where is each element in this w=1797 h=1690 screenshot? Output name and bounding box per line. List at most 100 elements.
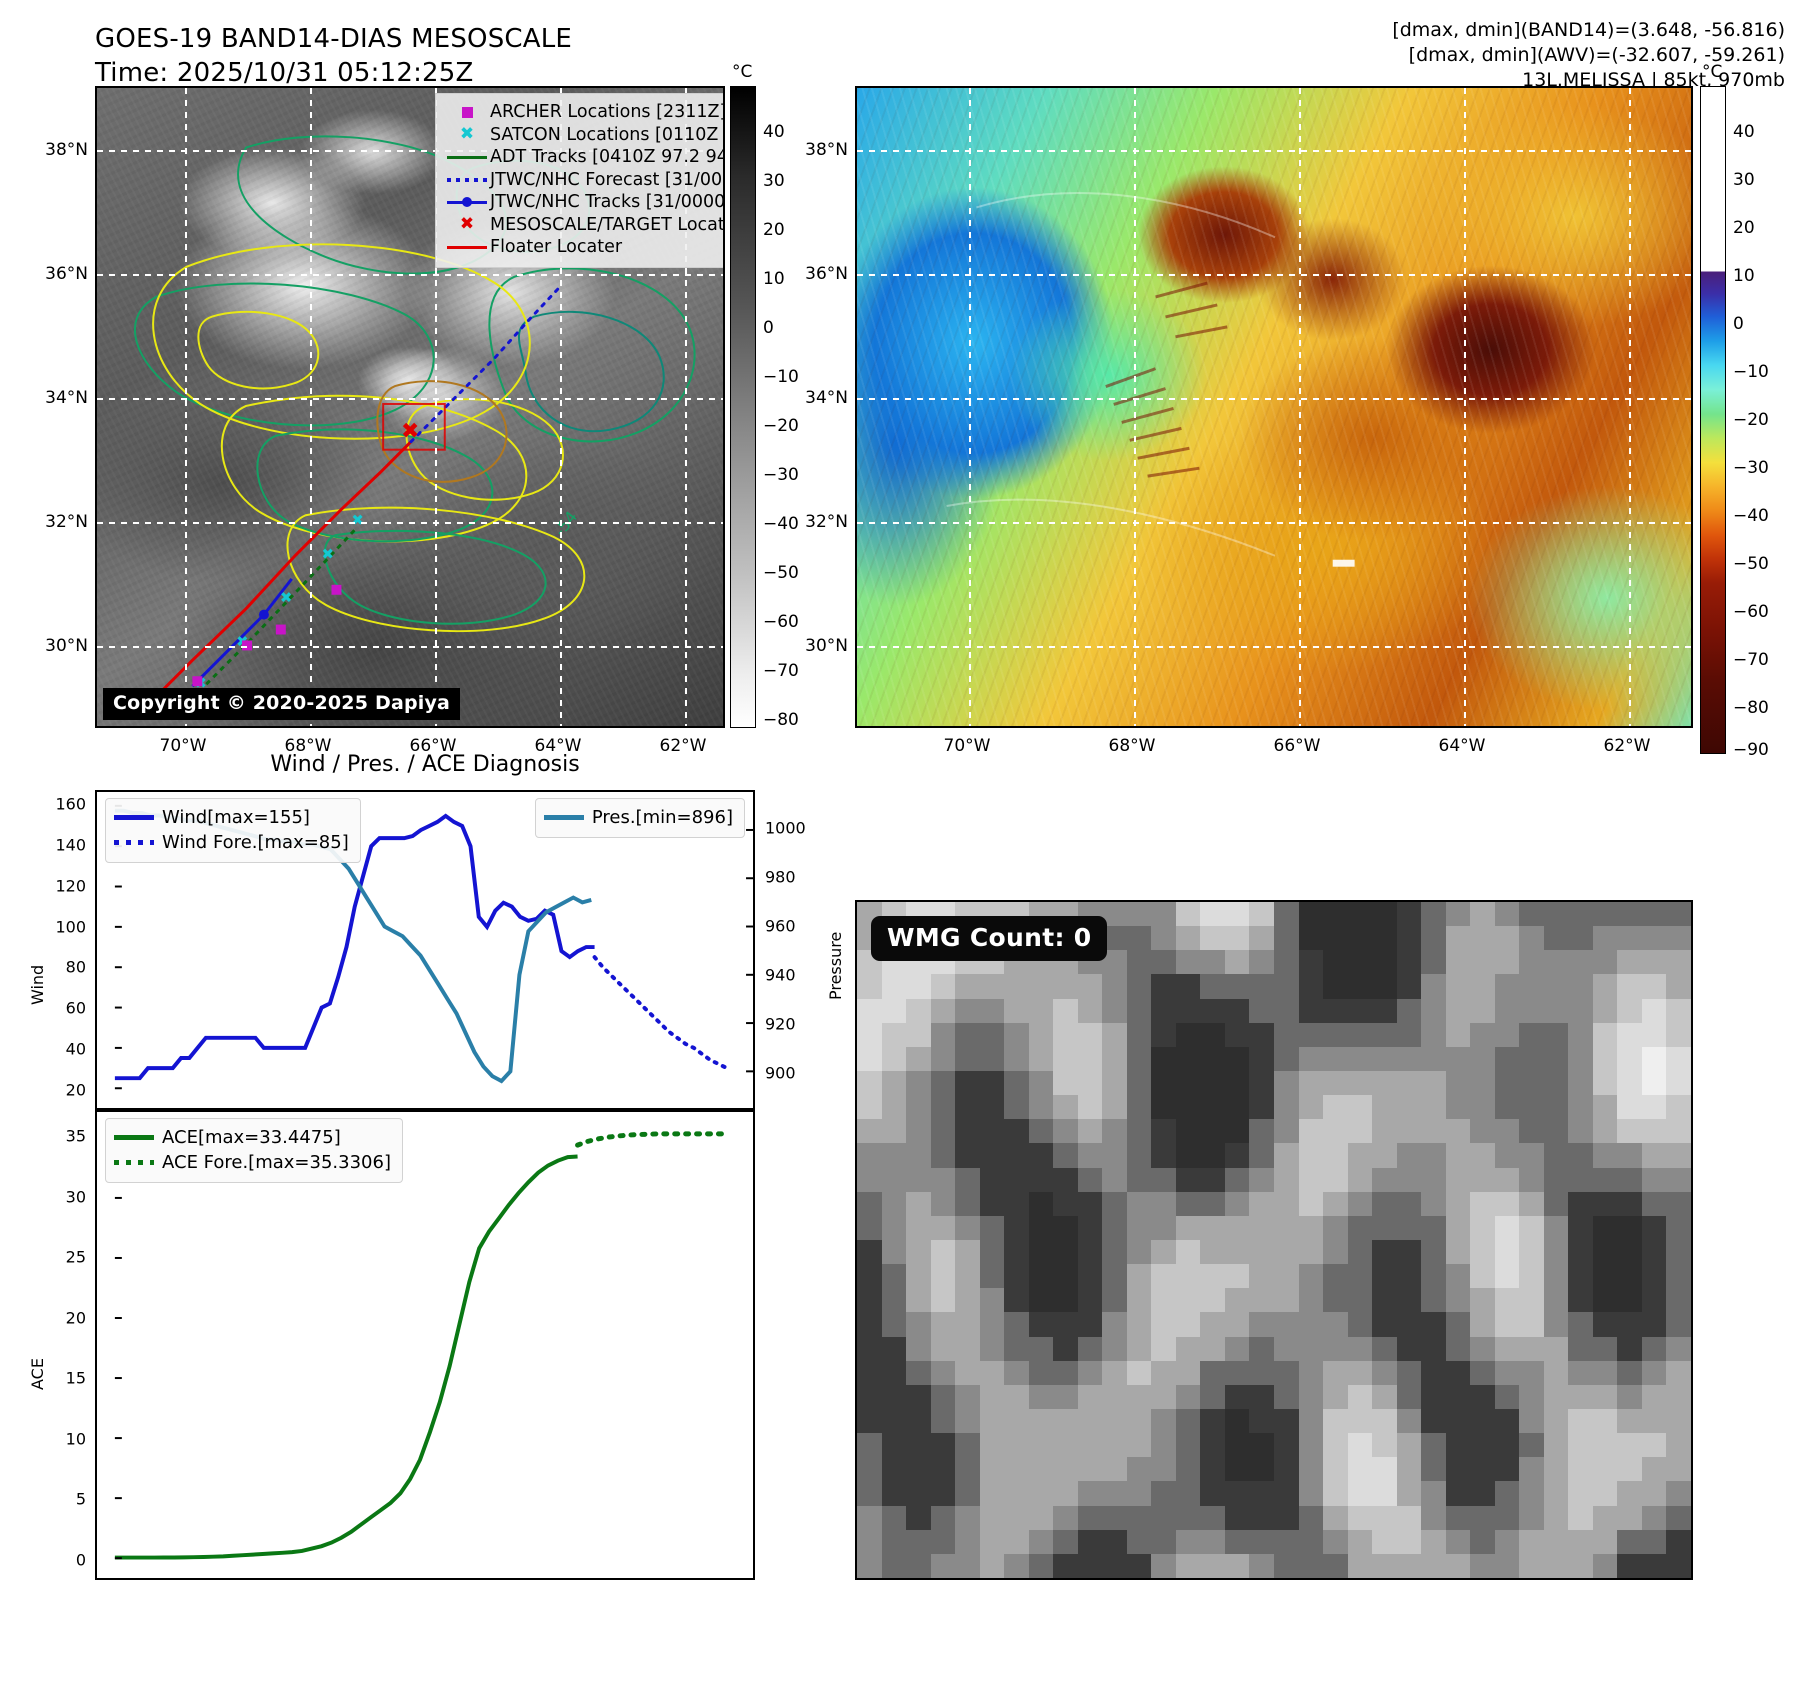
wmg-cell (955, 1553, 980, 1578)
wmg-cell (906, 1119, 931, 1144)
title-line-1: GOES-19 BAND14-DIAS MESOSCALE (95, 24, 573, 54)
wmg-cell (1126, 1167, 1152, 1192)
wmg-cell (857, 1191, 882, 1216)
wmg-cell (857, 974, 882, 999)
wmg-cell (1249, 974, 1274, 999)
wmg-cell (1175, 926, 1201, 951)
wmg-cell (1396, 1167, 1422, 1192)
ir-band14-map[interactable]: -54 ✖✖ ✖✖ ✖ ✖ (95, 86, 725, 728)
wmg-cell (1347, 1191, 1373, 1216)
wmg-cell (1543, 1288, 1569, 1313)
storm-track-overlay: ✖✖ ✖✖ ✖ ✖ (147, 285, 562, 706)
wmg-cell (1077, 1070, 1103, 1096)
wmg-cell (1102, 1505, 1127, 1530)
ir-xtick-68w: 68°W (284, 736, 332, 756)
wmg-cell (906, 1239, 931, 1265)
wmg-cell (1470, 1215, 1495, 1240)
wmg-cell (1298, 1433, 1324, 1458)
wmg-cell (1641, 1119, 1667, 1144)
wmg-cell (1494, 1167, 1520, 1192)
wmg-cell (1298, 974, 1324, 999)
awv-water-vapor-map[interactable] (855, 86, 1693, 728)
wmg-cell (1445, 1288, 1471, 1313)
wmg-cell (1543, 1312, 1569, 1337)
wmg-cell (906, 1529, 931, 1554)
legend-label-floater: Floater Locater (490, 237, 623, 257)
wmg-cell (906, 1481, 931, 1506)
wmg-cell (906, 1022, 931, 1047)
wmg-cell (1519, 1022, 1544, 1047)
wmg-cell (1224, 998, 1250, 1023)
ir-colorbar: °C 40 30 20 10 0 −10 −20 −30 −40 −50 −60… (730, 60, 840, 740)
wmg-cell (1200, 1264, 1225, 1289)
wmg-cell (1102, 1095, 1127, 1120)
wmg-cell (1396, 1288, 1422, 1313)
ace-ytick-5: 5 (75, 1489, 86, 1509)
ir-cbar-tick-m20: −20 (763, 416, 799, 436)
wmg-cell (1568, 1288, 1593, 1313)
wmg-cell (1053, 1505, 1078, 1530)
wmg-cell (1249, 1119, 1274, 1144)
wmg-cell (1323, 1384, 1348, 1409)
wmg-cell (1592, 1119, 1618, 1144)
wmg-cell (1592, 926, 1618, 951)
wmg-cell (1004, 1457, 1029, 1482)
pressure-solid-line-icon (543, 815, 592, 820)
wmg-cell (1347, 1264, 1373, 1289)
wmg-cell (1396, 1336, 1422, 1361)
wmg-cell (1494, 1264, 1520, 1289)
wmg-cell (1543, 998, 1569, 1023)
wmg-cell (1372, 1143, 1397, 1168)
wmg-cell (1347, 1046, 1373, 1071)
wmg-cell (1004, 1215, 1029, 1240)
wmg-cell (1617, 1191, 1642, 1216)
wmg-cell (1372, 1336, 1397, 1361)
wmg-cell (1175, 1433, 1201, 1458)
wmg-cell (1641, 1143, 1667, 1168)
wmg-cell (1396, 926, 1422, 951)
wmg-cell (1421, 1481, 1446, 1506)
wmg-cell (1347, 926, 1373, 951)
wmg-cell (1175, 1384, 1201, 1409)
wmg-cell (1592, 1239, 1618, 1265)
wmg-cell (1175, 1481, 1201, 1506)
wmg-cell (1519, 1360, 1544, 1385)
wmg-cell (1249, 1505, 1274, 1530)
wmg-cell (1347, 1481, 1373, 1506)
wmg-cell (1421, 1360, 1446, 1385)
wmg-cell (979, 1529, 1005, 1554)
wmg-cell (1568, 1336, 1593, 1361)
wmg-cell (1421, 1288, 1446, 1313)
wind-pressure-chart[interactable]: Wind[max=155] Wind Fore.[max=85] Pres.[m… (95, 790, 755, 1110)
wmg-cell (1151, 1215, 1176, 1240)
wmg-cell (1175, 1529, 1201, 1554)
wmg-cell (1617, 1095, 1642, 1120)
wmg-cell (1617, 950, 1642, 975)
wmg-cell (1028, 1167, 1054, 1192)
ir-xtick-62w: 62°W (659, 736, 707, 756)
wmg-cell (1249, 1360, 1274, 1385)
awv-xtick-70w: 70°W (943, 736, 991, 756)
wmg-cell (1347, 1239, 1373, 1265)
wmg-cell (1077, 1384, 1103, 1409)
ace-chart[interactable]: ACE[max=33.4475] ACE Fore.[max=35.3306] (95, 1110, 755, 1580)
wmg-cell (1421, 1384, 1446, 1409)
wmg-cell (906, 1167, 931, 1192)
wmg-cell (1102, 1529, 1127, 1554)
legend-label-mesoscale: MESOSCALE/TARGET Location (490, 214, 725, 235)
wmg-cell (930, 1095, 956, 1120)
wmg-cell (1641, 1505, 1667, 1530)
green-solid-line-icon (444, 155, 490, 159)
wmg-cell (1028, 1312, 1054, 1337)
wmg-cell (1592, 1070, 1618, 1096)
wmg-cell (1592, 1553, 1618, 1578)
wmg-cell (1200, 1529, 1225, 1554)
wmg-cell (1224, 1457, 1250, 1482)
wmg-cell (1323, 1529, 1348, 1554)
wmg-cell (1053, 1143, 1078, 1168)
wmg-cell (1126, 1457, 1152, 1482)
wmg-cell (1666, 998, 1691, 1023)
wmg-cell (1641, 1215, 1667, 1240)
wmg-cell (1102, 1143, 1127, 1168)
wmg-mask-panel[interactable]: WMG Count: 0 (855, 900, 1693, 1580)
